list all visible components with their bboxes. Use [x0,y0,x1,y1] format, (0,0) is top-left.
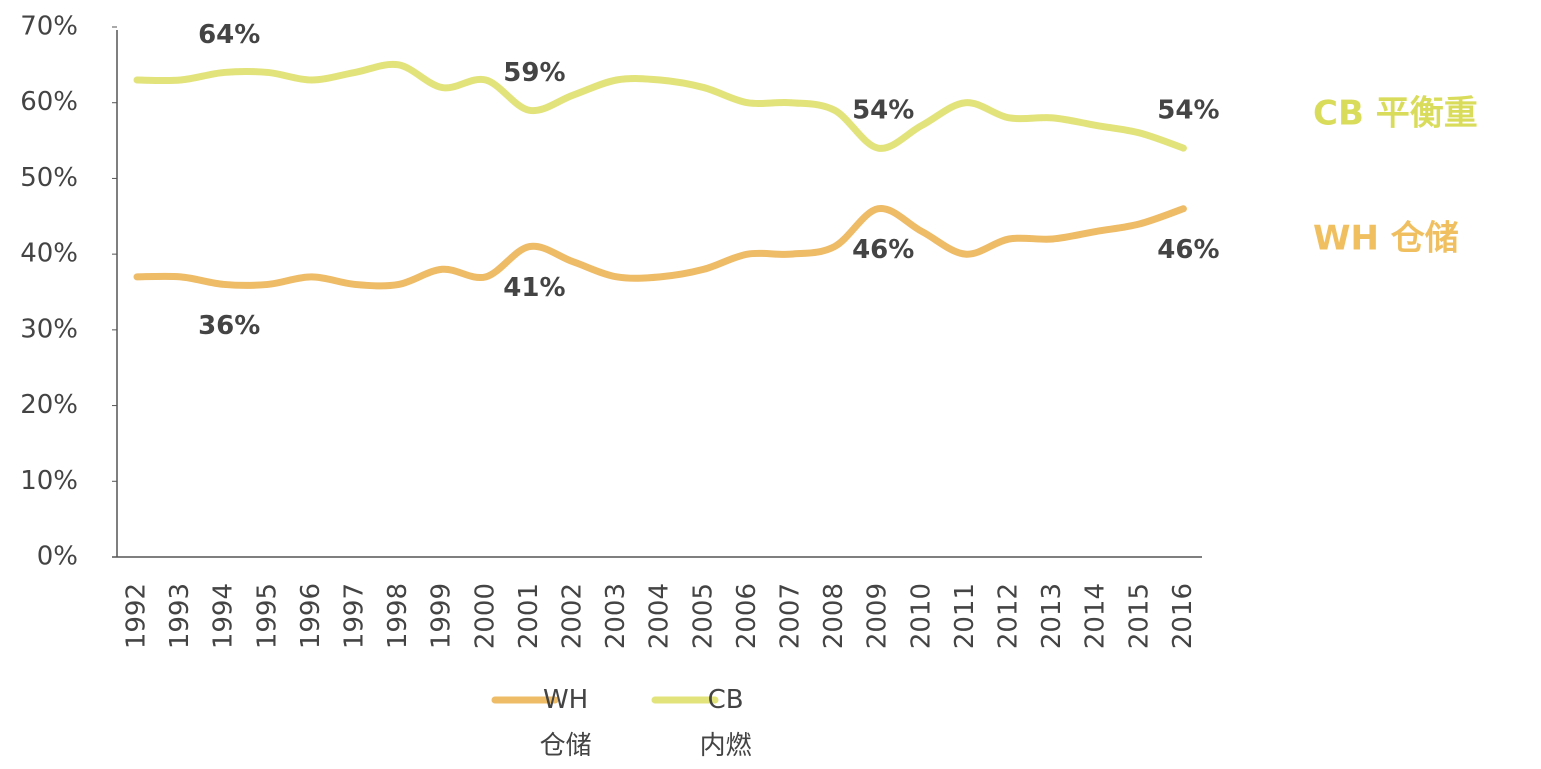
x-tick-label: 1996 [296,583,326,649]
x-tick-label: 2014 [1081,583,1111,649]
x-tick-label: 2005 [688,583,718,649]
y-tick-label: 70% [20,12,78,42]
legend-label: WH 仓储 [539,685,592,761]
data-label: 64% [198,20,260,50]
x-tick-label: 1998 [383,583,413,649]
x-tick-label: 1993 [165,583,195,649]
x-tick-label: 2011 [950,583,980,649]
x-tick-label: 1995 [252,583,282,649]
x-tick-label: 1999 [427,583,457,649]
y-tick-label: 40% [20,239,78,269]
x-tick-label: 2013 [1037,583,1067,649]
x-tick-label: 2007 [776,583,806,649]
y-tick-label: 20% [20,390,78,420]
data-label: 41% [503,273,565,303]
x-tick-label: 2004 [645,583,675,649]
x-tick-label: 2000 [470,583,500,649]
y-tick-label: 30% [20,314,78,344]
side-label: WH 仓储 [1313,219,1459,259]
x-tick-label: 2006 [732,583,762,649]
data-label: 36% [198,311,260,341]
series-line [133,205,1187,290]
data-label: 59% [503,58,565,88]
x-tick-label: 2001 [514,583,544,649]
side-label: CB 平衡重 [1313,94,1478,134]
series-line [133,60,1187,152]
data-label: 54% [1157,96,1219,126]
x-tick-label: 2008 [819,583,849,649]
data-label: 46% [852,235,914,265]
y-tick-label: 60% [20,87,78,117]
x-tick-label: 2016 [1168,583,1198,649]
x-tick-label: 1992 [122,583,152,649]
x-tick-label: 1997 [340,583,370,649]
x-tick-label: 2009 [863,583,893,649]
x-tick-label: 2002 [558,583,588,649]
x-tick-label: 2015 [1124,583,1154,649]
x-tick-label: 2010 [906,583,936,649]
y-tick-label: 50% [20,163,78,193]
y-tick-label: 0% [37,542,78,572]
data-label: 46% [1157,235,1219,265]
x-tick-label: 2012 [994,583,1024,649]
y-tick-label: 10% [20,466,78,496]
x-tick-label: 1994 [209,583,239,649]
data-label: 54% [852,96,914,126]
legend-label: CB 内燃 [699,685,752,761]
x-tick-label: 2003 [601,583,631,649]
